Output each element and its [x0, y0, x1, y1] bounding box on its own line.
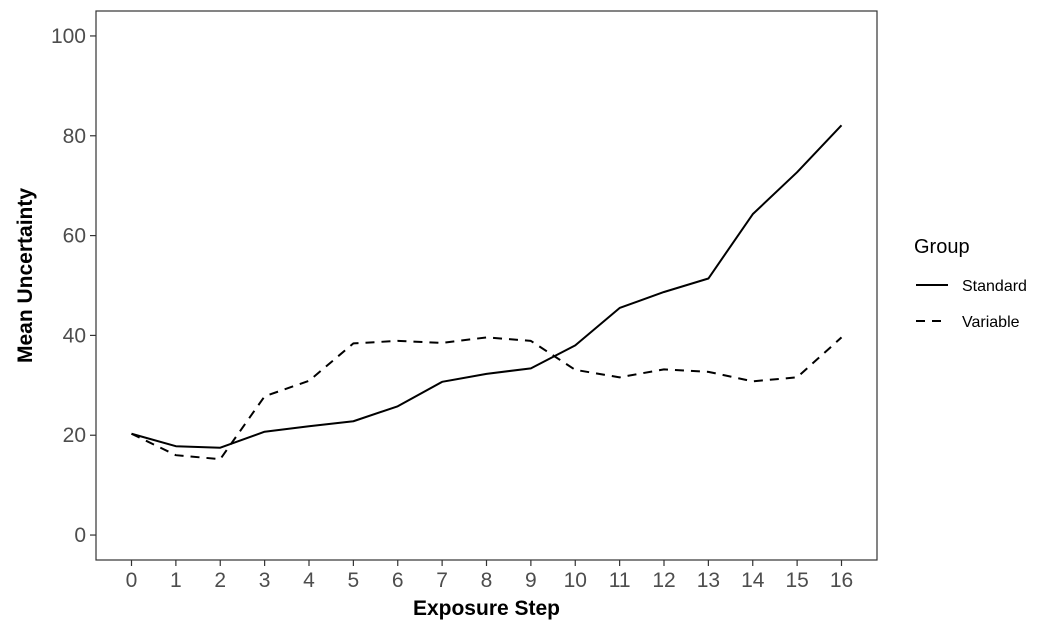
y-tick-label: 20: [63, 424, 86, 447]
y-tick-label: 100: [51, 25, 86, 48]
legend-label-standard: Standard: [962, 278, 1027, 295]
x-tick-label: 15: [785, 569, 808, 592]
x-tick-label: 5: [348, 569, 360, 592]
x-tick-label: 4: [303, 569, 315, 592]
x-tick-label: 3: [259, 569, 271, 592]
plot-panel-border: [95, 10, 878, 561]
x-tick-label: 10: [564, 569, 587, 592]
y-tick-label: 80: [63, 125, 86, 148]
x-tick-label: 12: [652, 569, 675, 592]
y-tick-label: 40: [63, 324, 86, 347]
series-line-standard: [131, 124, 843, 449]
x-tick-label: 9: [525, 569, 537, 592]
legend-label-variable: Variable: [962, 314, 1020, 331]
x-tick-label: 16: [830, 569, 853, 592]
x-axis-title: Exposure Step: [413, 597, 560, 620]
legend-layer: Group Standard Variable: [914, 236, 1027, 331]
x-tick-label: 0: [126, 569, 138, 592]
y-tick-label: 0: [74, 524, 86, 547]
y-tick-label: 60: [63, 225, 86, 248]
series-layer: [131, 124, 843, 461]
x-tick-label: 8: [481, 569, 493, 592]
x-tick-label: 13: [697, 569, 720, 592]
x-tick-label: 7: [436, 569, 448, 592]
legend-title: Group: [914, 236, 970, 258]
x-tick-label: 14: [741, 569, 765, 592]
series-line-variable: [131, 336, 843, 461]
x-tick-label: 6: [392, 569, 404, 592]
y-axis-title: Mean Uncertainty: [14, 188, 37, 363]
x-tick-label: 2: [214, 569, 226, 592]
x-tick-label: 11: [609, 569, 631, 592]
x-tick-label: 1: [170, 569, 182, 592]
